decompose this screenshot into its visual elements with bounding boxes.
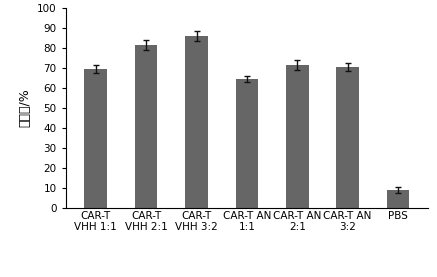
Bar — [84, 69, 107, 208]
Bar — [286, 65, 309, 208]
Bar — [387, 190, 409, 208]
Bar — [185, 36, 208, 208]
Bar — [135, 45, 157, 208]
Bar — [236, 79, 258, 208]
Bar — [336, 67, 359, 208]
Y-axis label: 杀伤率/%: 杀伤率/% — [18, 89, 31, 127]
